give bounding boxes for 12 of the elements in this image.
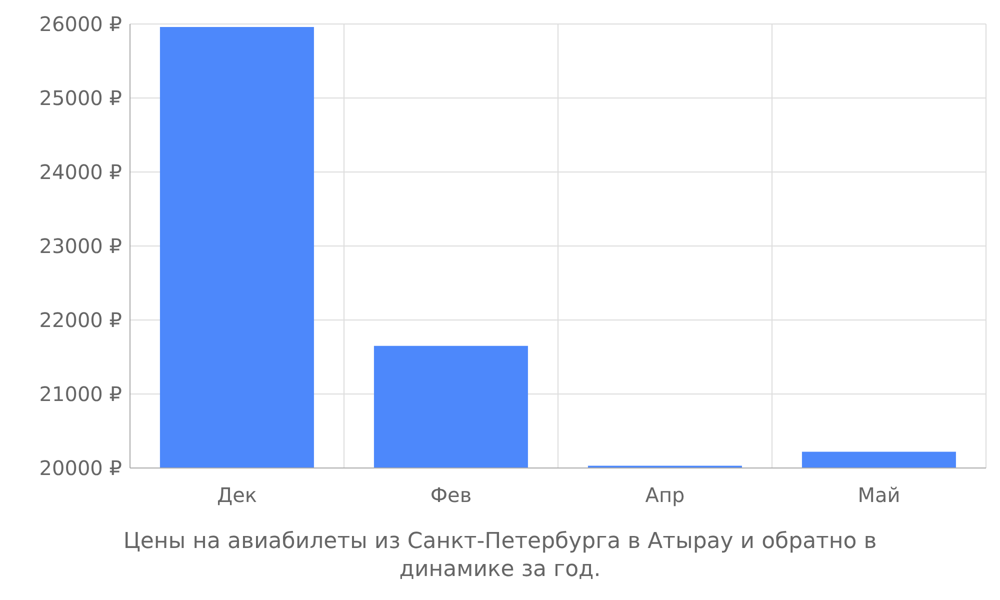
y-tick-label: 25000 ₽ bbox=[39, 86, 122, 110]
x-tick-label: Май bbox=[858, 483, 900, 508]
text: Цены на авиабилеты из Санкт-Петербурга в Атырау и обратно в динамике за год. bbox=[122, 528, 878, 584]
y-tick-label: 20000 ₽ bbox=[39, 456, 122, 480]
y-tick-label: 23000 ₽ bbox=[39, 234, 122, 258]
x-tick-label: Дек bbox=[216, 483, 258, 508]
y-tick-label: 24000 ₽ bbox=[39, 160, 122, 184]
y-tick-label: 26000 ₽ bbox=[39, 12, 122, 36]
x-tick-label: Фев bbox=[430, 483, 472, 508]
y-tick-label: 22000 ₽ bbox=[39, 308, 122, 332]
y-tick-label: 21000 ₽ bbox=[39, 382, 122, 406]
x-tick-label: Апр bbox=[645, 483, 685, 508]
